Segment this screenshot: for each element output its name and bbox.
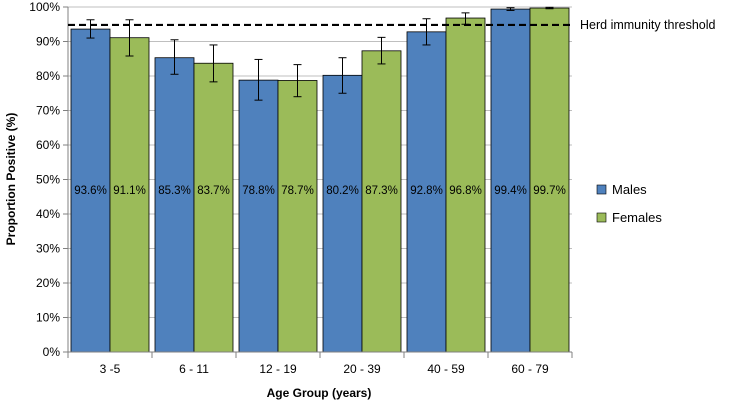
bar-males — [490, 8, 531, 353]
bar-males — [238, 79, 279, 353]
y-tick-label: 60% — [36, 138, 60, 152]
data-label: 96.8% — [449, 185, 482, 197]
y-tick-label: 30% — [36, 242, 60, 256]
data-label: 99.4% — [494, 185, 527, 197]
threshold: Herd immunity threshold — [68, 18, 716, 32]
bar-females — [193, 62, 234, 353]
gridlines — [68, 6, 572, 318]
bar-females — [529, 7, 570, 353]
data-labels: 93.6% 91.1% 85.3% 83.7% 78.8% 78.7% 80.2% 87.3%… — [74, 185, 566, 197]
y-tick-label: 80% — [36, 69, 60, 83]
y-tick-label: 100% — [29, 0, 60, 14]
y-tick-label: 50% — [36, 173, 60, 187]
x-tick-label: 60 - 79 — [511, 362, 549, 376]
x-axis-title: Age Group (years) — [267, 386, 372, 400]
legend-label-females: Females — [612, 210, 662, 225]
x-tick-label: 40 - 59 — [427, 362, 465, 376]
data-label: 83.7% — [197, 185, 230, 197]
data-label: 92.8% — [410, 185, 443, 197]
bar-females — [361, 50, 402, 353]
axes: 0% 10% 20% 30% 40% 50% 60% 70% 80% 90% 100% 3 -5 6 -… — [29, 0, 573, 376]
x-tick-label: 20 - 39 — [343, 362, 381, 376]
y-tick-label: 70% — [36, 104, 60, 118]
bar-females — [109, 37, 150, 353]
legend-swatch-males — [596, 184, 607, 195]
legend-label-males: Males — [612, 182, 647, 197]
bars — [70, 7, 570, 353]
bar-males — [322, 74, 363, 353]
bar-males — [154, 57, 195, 353]
x-tick-label: 6 - 11 — [179, 362, 209, 376]
bar-females — [277, 80, 318, 353]
data-label: 85.3% — [158, 185, 191, 197]
y-tick-label: 20% — [36, 276, 60, 290]
data-label: 91.1% — [113, 185, 146, 197]
x-tick-label: 3 -5 — [100, 362, 121, 376]
data-label: 99.7% — [533, 185, 566, 197]
bar-females — [445, 17, 486, 353]
y-tick-label: 40% — [36, 207, 60, 221]
y-tick-label: 10% — [36, 311, 60, 325]
legend: Males Females — [596, 182, 662, 225]
x-tick-label: 12 - 19 — [259, 362, 297, 376]
data-label: 93.6% — [74, 185, 107, 197]
legend-swatch-females — [596, 212, 607, 223]
data-label: 78.7% — [281, 185, 314, 197]
y-tick-label: 0% — [43, 345, 61, 359]
data-label: 80.2% — [326, 185, 359, 197]
data-label: 78.8% — [242, 185, 275, 197]
y-axis-title: Proportion Positive (%) — [4, 113, 18, 246]
threshold-label: Herd immunity threshold — [580, 18, 716, 32]
data-label: 87.3% — [365, 185, 398, 197]
y-tick-label: 90% — [36, 35, 60, 49]
